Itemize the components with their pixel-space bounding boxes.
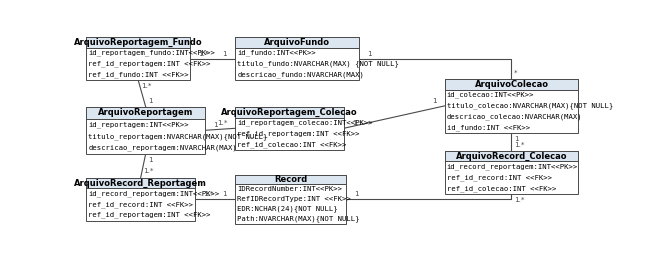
Bar [235,107,344,118]
Text: id_colecao:INT<<PK>>: id_colecao:INT<<PK>> [447,92,534,98]
Text: id_reportagem:INT<<PK>>: id_reportagem:INT<<PK>> [89,121,189,128]
Text: ref_id_reportagem:INT <<FK>>: ref_id_reportagem:INT <<FK>> [89,212,211,219]
Text: 1.*: 1.* [217,120,227,126]
Bar [87,178,195,188]
Text: ArquivoRecord_Colecao: ArquivoRecord_Colecao [456,152,567,161]
Text: 1: 1 [223,191,227,197]
Bar [87,107,205,154]
Text: ArquivoFundo: ArquivoFundo [264,38,330,47]
Text: 1.*: 1.* [143,168,154,175]
Text: ref_id_record:INT <<FK>>: ref_id_record:INT <<FK>> [447,174,551,181]
Bar [235,37,359,48]
Text: 1: 1 [148,157,153,163]
Text: 1.*: 1.* [141,83,151,89]
Text: *: * [514,70,518,76]
Text: ref_id_record:INT <<FK>>: ref_id_record:INT <<FK>> [89,201,193,208]
Text: id_record_reportagem:INT<<PK>>: id_record_reportagem:INT<<PK>> [447,163,578,170]
Text: titulo_reportagem:NVARCHAR(MAX){NOT NULL}: titulo_reportagem:NVARCHAR(MAX){NOT NULL… [89,133,268,140]
Text: 1: 1 [148,98,153,104]
Bar [445,79,578,133]
Text: Path:NVARCHAR(MAX){NOT NULL}: Path:NVARCHAR(MAX){NOT NULL} [237,215,360,222]
Text: 1: 1 [213,122,217,128]
Text: IDRecordNumber:INT<<PK>>: IDRecordNumber:INT<<PK>> [237,186,342,192]
Bar [445,151,578,194]
Text: Record: Record [274,175,307,184]
Bar [445,79,578,90]
Text: id_fundo:INT <<FK>>: id_fundo:INT <<FK>> [447,124,530,131]
Text: ref_id_fundo:INT <<FK>>: ref_id_fundo:INT <<FK>> [89,71,189,78]
Bar [235,175,346,224]
Text: id_fundo:INT<<PK>>: id_fundo:INT<<PK>> [237,50,316,56]
Text: 1.*: 1.* [514,142,525,148]
Bar [235,107,344,150]
Bar [87,37,190,80]
Text: descricao_colecao:NVARCHAR(MAX): descricao_colecao:NVARCHAR(MAX) [447,113,582,120]
Text: RefIDRecordType:INT <<FK>>: RefIDRecordType:INT <<FK>> [237,196,351,202]
Text: ArquivoReportagem_Fundo: ArquivoReportagem_Fundo [74,38,202,47]
Text: 1.*: 1.* [198,51,208,56]
Text: id_reportagem_colecao:INT<<PK>>: id_reportagem_colecao:INT<<PK>> [237,120,373,126]
Text: id_reportagem_fundo:INT<<PK>>: id_reportagem_fundo:INT<<PK>> [89,50,215,56]
Text: ArquivoRecord_Reportagem: ArquivoRecord_Reportagem [74,178,207,188]
Text: 1.*: 1.* [352,120,363,126]
Text: 1: 1 [367,51,372,56]
Text: ref_id_colecao:INT <<FK>>: ref_id_colecao:INT <<FK>> [447,185,556,192]
Bar [235,37,359,80]
Text: 1: 1 [223,51,227,56]
Text: descricao_fundo:NVARCHAR(MAX): descricao_fundo:NVARCHAR(MAX) [237,71,364,78]
Text: 1: 1 [354,191,359,197]
Bar [87,107,205,119]
Text: 1: 1 [514,136,519,142]
Text: ref_id_colecao:INT <<FK>>: ref_id_colecao:INT <<FK>> [237,141,346,148]
Text: descricao_reportagem:NVARCHAR(MAX): descricao_reportagem:NVARCHAR(MAX) [89,145,237,151]
Bar [87,178,195,220]
Text: titulo_fundo:NVARCHAR(MAX) {NOT NULL}: titulo_fundo:NVARCHAR(MAX) {NOT NULL} [237,61,399,67]
Text: EDR:NCHAR(24){NOT NULL}: EDR:NCHAR(24){NOT NULL} [237,205,338,212]
Bar [235,175,346,184]
Text: 1.*: 1.* [514,197,525,203]
Text: 1: 1 [432,98,437,104]
Bar [87,37,190,48]
Text: id_record_reportagem:INT<<PK>>: id_record_reportagem:INT<<PK>> [89,190,219,197]
Text: ArquivoReportagem_Colecao: ArquivoReportagem_Colecao [221,108,358,117]
Bar [445,151,578,161]
Text: ref_id_reportagem:INT <<FK>>: ref_id_reportagem:INT <<FK>> [237,130,360,137]
Text: ArquivoReportagem: ArquivoReportagem [98,108,193,117]
Text: titulo_colecao:NVARCHAR(MAX){NOT NULL}: titulo_colecao:NVARCHAR(MAX){NOT NULL} [447,103,613,109]
Text: 1.*: 1.* [203,191,214,197]
Text: ArquivoColecao: ArquivoColecao [475,80,549,89]
Text: ref_id_reportagem:INT <<FK>>: ref_id_reportagem:INT <<FK>> [89,61,211,67]
